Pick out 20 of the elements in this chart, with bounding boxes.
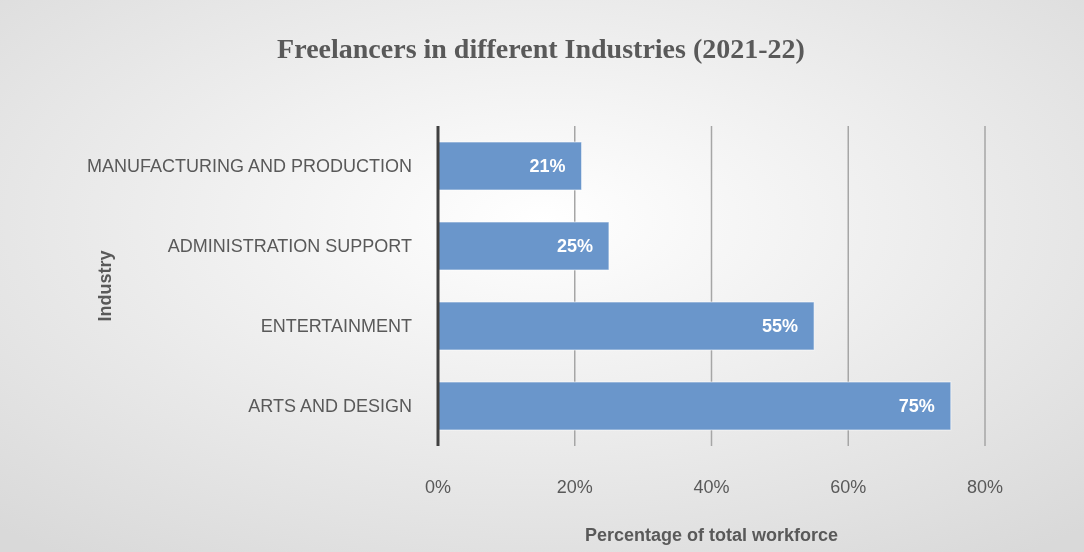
y-tick-label: ENTERTAINMENT [260, 316, 412, 337]
bar [437, 381, 952, 431]
y-tick-label: MANUFACTURING AND PRODUCTION [86, 156, 412, 177]
data-label: 75% [898, 396, 935, 417]
bar [437, 141, 583, 191]
y-tick-label: ADMINISTRATION SUPPORT [167, 236, 412, 257]
y-axis-title: Industry [95, 250, 116, 322]
data-label: 55% [762, 316, 799, 337]
x-tick-label: 80% [966, 477, 1004, 498]
data-label: 25% [556, 236, 593, 257]
x-tick-label: 0% [424, 477, 452, 498]
x-tick-label: 40% [693, 477, 730, 498]
x-axis-title: Percentage of total workforce [584, 525, 839, 546]
y-tick-label: ARTS AND DESIGN [248, 396, 412, 417]
bar [437, 301, 815, 351]
bar [437, 221, 610, 271]
data-label: 21% [529, 156, 566, 177]
chart-title: Freelancers in different Industries (2021-22) [277, 32, 805, 64]
x-tick-label: 60% [830, 477, 867, 498]
x-tick-label: 20% [556, 477, 593, 498]
